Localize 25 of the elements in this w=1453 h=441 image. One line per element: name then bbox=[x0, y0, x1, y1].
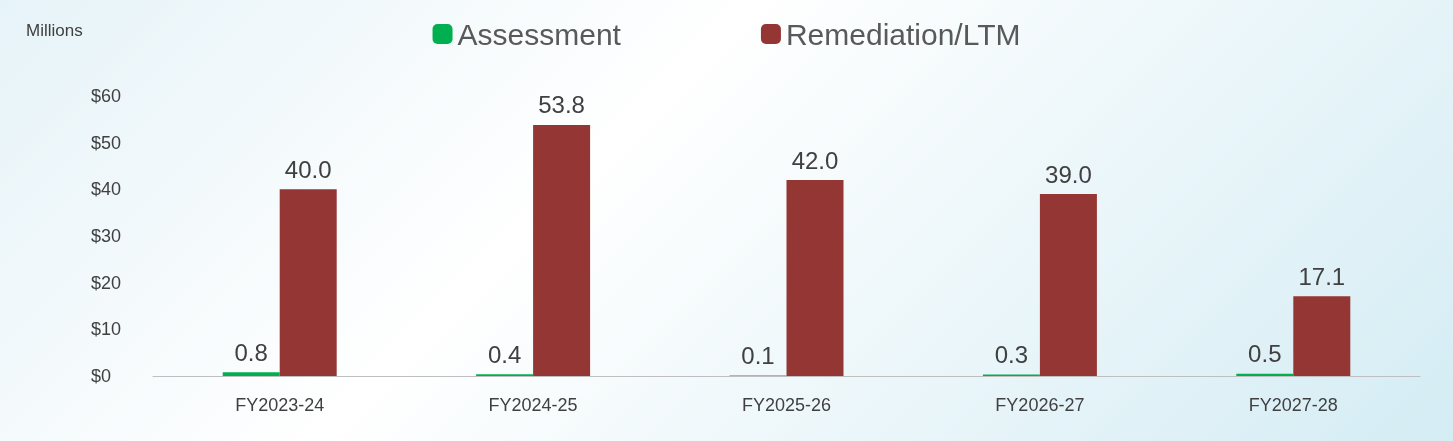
y-tick-label: $40 bbox=[91, 179, 122, 200]
data-label: 40.0 bbox=[284, 155, 332, 183]
legend-label: Remediation/LTM bbox=[785, 17, 1021, 51]
y-tick-label: $20 bbox=[91, 272, 122, 293]
x-tick-label: FY2026-27 bbox=[995, 395, 1085, 415]
data-label: 42.0 bbox=[791, 146, 839, 174]
y-tick-label: $60 bbox=[91, 86, 122, 106]
x-tick-label: FY2027-28 bbox=[1248, 395, 1338, 415]
y-tick-label: $10 bbox=[91, 319, 122, 340]
data-label: 0.3 bbox=[994, 341, 1029, 369]
y-tick-label: $30 bbox=[91, 226, 122, 246]
x-tick-label: FY2024-25 bbox=[488, 395, 578, 415]
y-axis-title: Millions bbox=[26, 21, 83, 40]
y-tick-label: $50 bbox=[91, 132, 122, 153]
data-label: 0.4 bbox=[487, 340, 522, 368]
data-label: 39.0 bbox=[1045, 160, 1092, 188]
data-label: 0.1 bbox=[741, 342, 775, 370]
x-tick-label: FY2025-26 bbox=[741, 395, 832, 415]
data-label: 17.1 bbox=[1298, 262, 1346, 290]
x-tick-label: FY2023-24 bbox=[235, 395, 325, 415]
data-label: 0.8 bbox=[234, 338, 268, 366]
data-label: 0.5 bbox=[1248, 340, 1282, 368]
legend-label: Assessment bbox=[457, 17, 622, 51]
y-tick-label: $0 bbox=[91, 366, 112, 386]
data-label: 53.8 bbox=[538, 91, 585, 119]
